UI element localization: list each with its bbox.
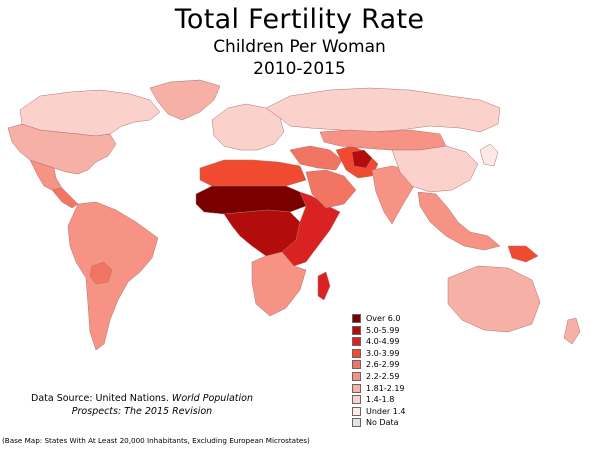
legend-label: 4.0-4.99 xyxy=(366,337,400,347)
legend-item: 1.81-2.19 xyxy=(352,382,405,394)
region-india xyxy=(371,165,415,225)
data-source-title: World Population Prospects: The 2015 Rev… xyxy=(71,393,253,417)
legend-label: Under 1.4 xyxy=(366,406,406,416)
region-png xyxy=(507,245,539,263)
map-subtitle: Children Per Woman xyxy=(213,37,386,57)
legend-label: No Data xyxy=(366,418,399,428)
legend-swatch xyxy=(352,325,361,335)
legend-item: 3.0-3.99 xyxy=(352,348,405,360)
region-madagascar xyxy=(317,271,331,301)
base-map-note: (Base Map: States With At Least 20,000 I… xyxy=(2,436,310,445)
map-period: 2010-2015 xyxy=(253,59,346,79)
region-southern-africa xyxy=(251,251,307,317)
region-afghanistan xyxy=(351,149,373,169)
legend-label: 2.6-2.99 xyxy=(366,360,400,370)
legend-label: 5.0-5.99 xyxy=(366,325,400,335)
region-kazakhstan-mongolia xyxy=(319,129,447,151)
region-sahel xyxy=(195,185,307,215)
title-block: Total Fertility Rate Children Per Woman … xyxy=(0,4,599,80)
region-greenland xyxy=(149,79,221,121)
region-canada xyxy=(19,89,161,137)
legend-item: 2.2-2.59 xyxy=(352,371,405,383)
legend: Over 6.0 5.0-5.99 4.0-4.99 3.0-3.99 2.6-… xyxy=(352,313,405,428)
legend-item: 5.0-5.99 xyxy=(352,325,405,337)
legend-swatch xyxy=(352,337,361,347)
region-japan-korea xyxy=(479,143,499,167)
legend-item: Under 1.4 xyxy=(352,405,405,417)
region-europe xyxy=(211,103,285,151)
region-north-africa xyxy=(199,159,307,187)
legend-swatch xyxy=(352,395,361,405)
legend-label: 1.4-1.8 xyxy=(366,395,395,405)
legend-swatch xyxy=(352,383,361,393)
map-title: Total Fertility Rate xyxy=(174,4,425,35)
legend-swatch xyxy=(352,406,361,416)
legend-label: 3.0-3.99 xyxy=(366,348,400,358)
region-russia xyxy=(265,87,501,133)
data-source-prefix: Data Source: United Nations. xyxy=(31,393,169,404)
region-middle-east xyxy=(289,145,343,171)
legend-item: No Data xyxy=(352,417,405,429)
legend-label: 2.2-2.59 xyxy=(366,372,400,381)
region-bolivia xyxy=(89,261,113,285)
legend-swatch xyxy=(352,314,361,324)
legend-label: Over 6.0 xyxy=(366,314,401,324)
region-australia xyxy=(447,265,541,333)
region-central-america xyxy=(51,187,79,209)
legend-swatch xyxy=(352,418,361,428)
legend-swatch xyxy=(352,348,361,358)
legend-item: 2.6-2.99 xyxy=(352,359,405,371)
region-china xyxy=(391,145,479,193)
legend-item: 4.0-4.99 xyxy=(352,336,405,348)
region-arabia xyxy=(305,169,357,209)
data-source: Data Source: United Nations. World Popul… xyxy=(22,392,262,418)
region-new-zealand xyxy=(563,317,581,345)
legend-swatch xyxy=(352,372,361,381)
region-south-america xyxy=(67,201,159,351)
legend-item: 1.4-1.8 xyxy=(352,394,405,406)
legend-item: Over 6.0 xyxy=(352,313,405,325)
legend-swatch xyxy=(352,360,361,370)
legend-label: 1.81-2.19 xyxy=(366,383,405,393)
region-southeast-asia xyxy=(417,191,501,251)
